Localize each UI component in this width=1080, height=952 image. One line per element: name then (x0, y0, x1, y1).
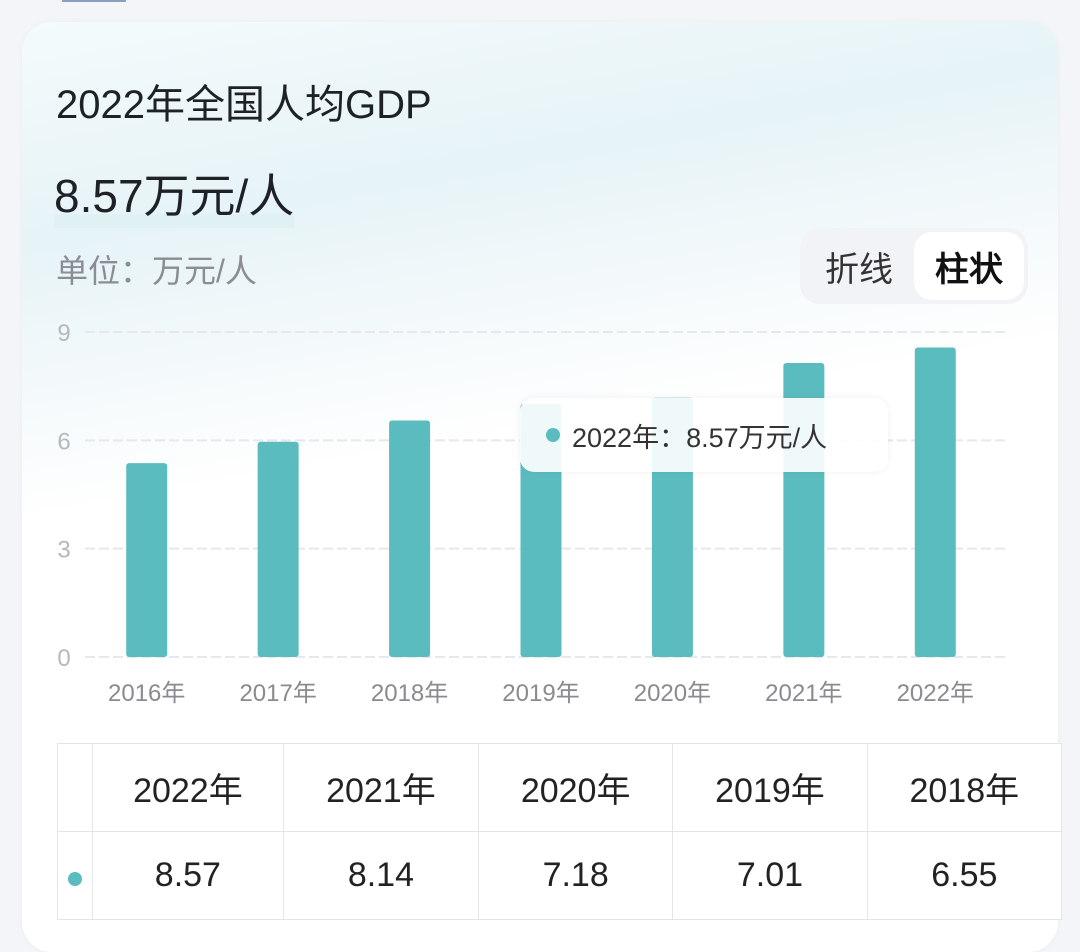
x-tick-label: 2018年 (371, 680, 448, 707)
x-tick-label: 2016年 (108, 680, 185, 707)
table-cell: 6.55 (866, 831, 1062, 920)
chart-tooltip: 2022年：8.57万元/人 (520, 398, 888, 472)
bar (389, 420, 431, 657)
chart-type-toggle: 折线 柱状 (800, 228, 1028, 304)
bar (257, 441, 299, 657)
series-dot-icon (67, 872, 82, 886)
bar (126, 463, 168, 657)
table-cell: 8.57 (91, 831, 284, 920)
top-tab-indicator (62, 0, 126, 2)
table-cell: 7.18 (477, 831, 674, 920)
tooltip-dot-icon (546, 428, 560, 442)
x-tick-label: 2019年 (502, 680, 579, 707)
table-header: 2019年 (672, 743, 868, 832)
table-header: 2022年 (91, 743, 284, 832)
table-header-row: 2022年 2021年 2020年 2019年 2018年 (57, 743, 1062, 832)
y-tick-label: 6 (57, 428, 70, 455)
headline-value: 8.57万元/人 (54, 160, 295, 228)
x-tick-label: 2020年 (634, 680, 711, 707)
table-row: 8.57 8.14 7.18 7.01 6.55 (57, 831, 1062, 920)
tooltip-text: 2022年：8.57万元/人 (572, 422, 828, 453)
toggle-bar[interactable]: 柱状 (914, 232, 1024, 300)
x-tick-label: 2021年 (765, 680, 842, 707)
y-tick-label: 0 (57, 645, 70, 672)
toggle-line[interactable]: 折线 (825, 249, 893, 290)
y-tick-label: 9 (57, 320, 70, 347)
y-tick-label: 3 (57, 537, 70, 564)
card-title: 2022年全国人均GDP (56, 83, 432, 127)
table-cell: 7.01 (672, 831, 868, 920)
bar (914, 347, 956, 657)
data-table: 2022年 2021年 2020年 2019年 2018年 8.57 8.14 … (57, 743, 1062, 920)
table-header: 2021年 (282, 743, 480, 832)
table-header: 2020年 (477, 743, 674, 832)
table-cell: 8.14 (282, 831, 480, 920)
unit-label: 单位：万元/人 (56, 253, 257, 289)
x-tick-label: 2017年 (239, 680, 316, 707)
table-header: 2018年 (866, 743, 1062, 832)
x-tick-label: 2022年 (897, 680, 974, 707)
